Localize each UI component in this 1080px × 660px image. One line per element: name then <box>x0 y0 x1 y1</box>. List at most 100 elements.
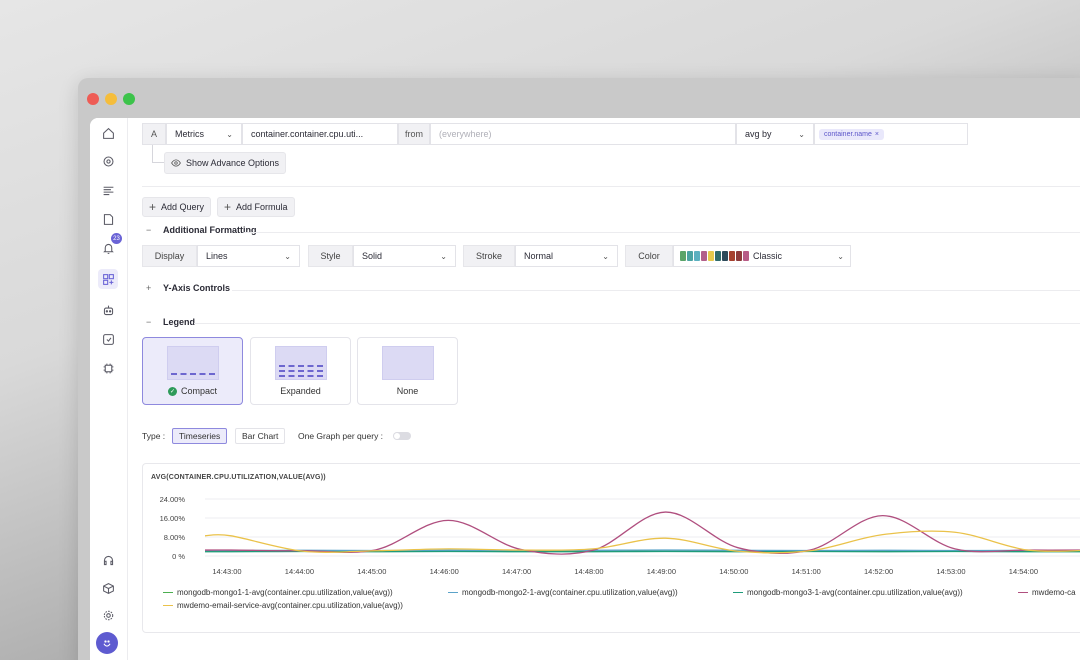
collapse-icon: − <box>146 225 152 235</box>
y-axis-controls-toggle[interactable]: + Y-Axis Controls <box>146 283 230 293</box>
palette-swatch <box>736 251 742 261</box>
x-tick-label: 14:48:00 <box>574 567 603 576</box>
x-tick-label: 14:46:00 <box>430 567 459 576</box>
legend-compact-thumbnail <box>167 346 219 380</box>
legend-none-thumbnail <box>382 346 434 380</box>
palette-swatch <box>680 251 686 261</box>
from-filter-input[interactable]: (everywhere) <box>430 123 736 145</box>
divider <box>194 323 1080 324</box>
additional-formatting-toggle[interactable]: − Additional Formatting <box>146 225 257 235</box>
show-advance-options-label: Show Advance Options <box>186 158 280 168</box>
palette-swatch <box>687 251 693 261</box>
group-by-chip[interactable]: container.name × <box>819 128 884 140</box>
chevron-down-icon: ⌄ <box>226 129 233 139</box>
stroke-select[interactable]: Normal ⌄ <box>515 245 618 267</box>
legend-item[interactable]: mongodb-mongo1-1-avg(container.cpu.utili… <box>163 588 393 597</box>
from-filter-placeholder: (everywhere) <box>439 129 492 139</box>
minimize-window-button[interactable] <box>105 93 117 105</box>
legend-item[interactable]: mwdemo-ca <box>1018 588 1076 597</box>
display-label-text: Display <box>154 251 185 261</box>
legend-label: mwdemo-email-service-avg(container.cpu.u… <box>177 601 403 610</box>
aggregation-select-value: avg by <box>745 129 772 139</box>
x-tick-label: 14:43:00 <box>212 567 241 576</box>
divider <box>232 290 1080 291</box>
type-timeseries-button[interactable]: Timeseries <box>172 428 228 444</box>
chevron-down-icon: ⌄ <box>284 251 291 261</box>
legend-compact-caption: ✓ Compact <box>143 386 242 396</box>
divider <box>244 232 1080 233</box>
style-select[interactable]: Solid ⌄ <box>353 245 456 267</box>
add-query-button[interactable]: + Add Query <box>142 197 212 217</box>
legend-label: mwdemo-ca <box>1032 588 1076 597</box>
gear-icon[interactable] <box>98 605 118 625</box>
legend-swatch <box>448 591 458 594</box>
collapse-icon: − <box>146 317 152 327</box>
legend-option-expanded[interactable]: Expanded <box>250 337 351 405</box>
palette-swatch <box>708 251 714 261</box>
chip-remove-icon[interactable]: × <box>874 130 879 138</box>
maximize-window-button[interactable] <box>123 93 135 105</box>
logs-icon[interactable] <box>98 180 118 200</box>
style-select-value: Solid <box>362 251 383 261</box>
chart-title: AVG(CONTAINER.CPU.UTILIZATION,VALUE(AVG)… <box>151 474 326 481</box>
close-window-button[interactable] <box>87 93 99 105</box>
legend-swatch <box>733 591 743 594</box>
legend-toggle[interactable]: − Legend <box>146 317 195 327</box>
stroke-select-value: Normal <box>524 251 554 261</box>
type-timeseries-label: Timeseries <box>179 431 221 441</box>
window-controls <box>87 93 135 105</box>
dashboard-add-icon[interactable] <box>98 269 118 289</box>
x-tick-label: 14:51:00 <box>792 567 821 576</box>
series-line[interactable] <box>204 511 1080 555</box>
x-tick-label: 14:44:00 <box>285 567 314 576</box>
headset-icon[interactable] <box>98 550 118 570</box>
display-select[interactable]: Lines ⌄ <box>197 245 300 267</box>
home-icon[interactable] <box>98 123 118 143</box>
group-by-input[interactable]: container.name × <box>814 123 968 145</box>
x-tick-label: 14:53:00 <box>936 567 965 576</box>
color-palette-select[interactable]: Classic ⌄ <box>673 245 851 267</box>
chip-icon[interactable] <box>98 358 118 378</box>
robot-icon[interactable] <box>98 300 118 320</box>
legend-item[interactable]: mwdemo-email-service-avg(container.cpu.u… <box>163 601 403 610</box>
one-graph-toggle[interactable] <box>393 432 411 440</box>
series-line[interactable] <box>204 530 1080 554</box>
y-tick-label: 24.00% <box>160 495 186 504</box>
legend-option-none[interactable]: None <box>357 337 458 405</box>
y-tick-label: 0 % <box>172 552 185 561</box>
add-formula-button[interactable]: + Add Formula <box>217 197 295 217</box>
timeseries-chart: 24.00% 16.00% 8.00% 0 % 14:43:00 14:44:00 14:4… <box>160 495 1080 576</box>
aggregation-select[interactable]: avg by ⌄ <box>736 123 814 145</box>
add-formula-label: Add Formula <box>236 202 288 212</box>
expand-icon: + <box>146 283 152 293</box>
legend-none-label: None <box>396 386 419 396</box>
legend-item[interactable]: mongodb-mongo2-1-avg(container.cpu.utili… <box>448 588 678 597</box>
metric-select[interactable]: container.container.cpu.uti... <box>242 123 398 145</box>
document-icon[interactable] <box>98 209 118 229</box>
palette-swatch <box>694 251 700 261</box>
x-tick-label: 14:52:00 <box>864 567 893 576</box>
type-bar-chart-label: Bar Chart <box>242 431 279 441</box>
legend-swatch <box>163 591 173 594</box>
legend-option-compact[interactable]: ✓ Compact <box>142 337 243 405</box>
legend-title: Legend <box>163 317 196 327</box>
cube-icon[interactable] <box>98 578 118 598</box>
palette-swatch <box>715 251 721 261</box>
type-bar-chart-button[interactable]: Bar Chart <box>235 428 286 444</box>
bell-icon[interactable]: 23 <box>98 233 122 258</box>
x-tick-label: 14:54:00 <box>1009 567 1038 576</box>
source-select[interactable]: Metrics ⌄ <box>166 123 242 145</box>
legend-none-caption: None <box>358 386 457 396</box>
show-advance-options-button[interactable]: Show Advance Options <box>164 152 287 174</box>
synthetic-icon[interactable] <box>98 329 118 349</box>
y-tick-label: 16.00% <box>160 514 186 523</box>
query-letter: A <box>142 123 166 145</box>
app-window: 23 <box>78 78 1080 660</box>
palette-swatch <box>729 251 735 261</box>
source-select-value: Metrics <box>175 129 204 139</box>
infrastructure-icon[interactable] <box>98 151 118 171</box>
display-select-value: Lines <box>206 251 228 261</box>
avatar[interactable] <box>96 632 118 654</box>
plus-icon: + <box>149 200 157 214</box>
legend-item[interactable]: mongodb-mongo3-1-avg(container.cpu.utili… <box>733 588 963 597</box>
